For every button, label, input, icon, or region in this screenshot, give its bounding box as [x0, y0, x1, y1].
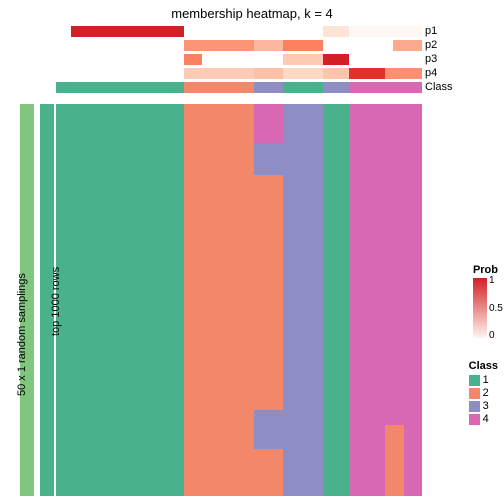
heat-cell: [349, 40, 393, 51]
heat-cell: [283, 68, 323, 79]
prob-row: [56, 26, 422, 37]
row-label: Class: [425, 81, 453, 93]
heat-cell: [56, 82, 184, 93]
heat-cell: [385, 68, 422, 79]
legend-swatch: [469, 401, 480, 412]
legend-item: 4: [469, 413, 498, 426]
prob-row: [56, 68, 422, 79]
heat-cell: [393, 40, 422, 51]
legend-prob: Prob 1 0.5 0: [473, 264, 498, 340]
heat-column: [184, 104, 254, 496]
heat-cell: [283, 104, 323, 496]
legend-item: 2: [469, 387, 498, 400]
legend-label: 2: [483, 387, 489, 399]
legend-swatch: [469, 388, 480, 399]
heat-column: [283, 104, 323, 496]
prob-row: [56, 40, 422, 51]
ylabel-rows: top 1000 rows: [50, 267, 62, 336]
legend-item: 1: [469, 374, 498, 387]
chart-title: membership heatmap, k = 4: [0, 6, 504, 21]
legend-label: 4: [483, 413, 489, 425]
heat-cell: [56, 104, 184, 496]
heat-cell: [184, 54, 202, 65]
heat-cell: [184, 104, 254, 496]
heat-cell: [349, 104, 386, 496]
row-label: p1: [425, 25, 437, 37]
heat-cell: [56, 68, 184, 79]
heat-cell: [323, 104, 349, 496]
heat-cell: [56, 26, 71, 37]
legend-label: 1: [483, 374, 489, 386]
heat-cell: [56, 40, 184, 51]
heat-cell: [184, 26, 254, 37]
heat-cell: [323, 54, 349, 65]
row-label: p2: [425, 39, 437, 51]
heat-column: [56, 104, 184, 496]
heat-cell: [349, 26, 422, 37]
prob-row: [56, 82, 422, 93]
prob-tick: 1: [489, 275, 495, 286]
heat-cell: [254, 143, 283, 174]
legend-label: 3: [483, 400, 489, 412]
membership-rows: [56, 26, 422, 96]
prob-gradient: 1 0.5 0: [473, 278, 487, 338]
prob-tick: 0: [489, 330, 495, 341]
legend-swatch: [469, 375, 480, 386]
heat-cell: [184, 68, 254, 79]
legend-class: Class 1234: [469, 360, 498, 426]
main-heatmap: [56, 104, 422, 496]
legend-swatch: [469, 414, 480, 425]
heat-cell: [71, 26, 184, 37]
heat-column: [349, 104, 386, 496]
heat-column: [385, 104, 403, 496]
ylabel-sampling: 50 x 1 random samplings: [16, 273, 28, 396]
heat-cell: [184, 40, 254, 51]
heat-cell: [349, 54, 422, 65]
row-label: p3: [425, 53, 437, 65]
heat-cell: [254, 40, 283, 51]
legend-class-title: Class: [469, 360, 498, 372]
heat-cell: [323, 40, 349, 51]
heat-cell: [202, 54, 253, 65]
heat-cell: [56, 54, 184, 65]
plot-area: 50 x 1 random samplings top 1000 rows p1…: [20, 26, 422, 496]
heat-cell: [404, 104, 422, 496]
prob-tick: 0.5: [489, 303, 503, 314]
heat-cell: [254, 175, 283, 410]
row-label: p4: [425, 67, 437, 79]
heat-cell: [349, 82, 422, 93]
heat-cell: [323, 68, 349, 79]
heat-cell: [254, 68, 283, 79]
heat-column: [323, 104, 349, 496]
heat-cell: [254, 54, 283, 65]
heat-cell: [283, 54, 323, 65]
heat-cell: [184, 82, 254, 93]
heat-cell: [283, 26, 323, 37]
heat-column: [254, 104, 283, 496]
legend-item: 3: [469, 400, 498, 413]
heat-cell: [254, 410, 283, 449]
heat-column: [404, 104, 422, 496]
heat-cell: [385, 104, 403, 425]
heat-cell: [323, 26, 349, 37]
prob-row: [56, 54, 422, 65]
heat-cell: [283, 40, 323, 51]
heat-cell: [254, 82, 283, 93]
heat-cell: [283, 82, 323, 93]
heat-cell: [254, 449, 283, 496]
heat-cell: [349, 68, 386, 79]
heat-cell: [254, 104, 283, 143]
heat-cell: [254, 26, 283, 37]
heat-cell: [385, 425, 403, 496]
heat-cell: [323, 82, 349, 93]
